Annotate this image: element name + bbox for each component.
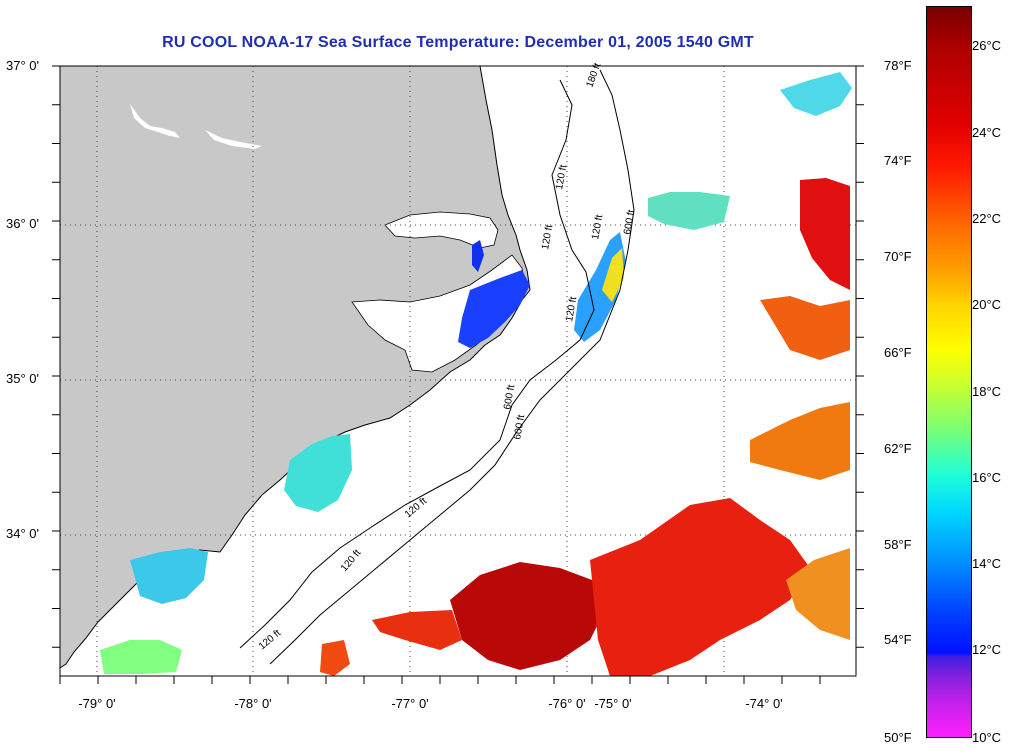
colorbar-c-18: 18°C [972, 384, 1002, 399]
map-frame [59, 65, 857, 677]
sst-patch-east-orange-2 [750, 402, 850, 480]
colorbar-f-54: 54°F [884, 632, 912, 647]
sst-patch-northeast [780, 72, 852, 116]
lon-label-76: -76° 0' [548, 696, 586, 711]
colorbar-c-26: 26°C [972, 38, 1002, 53]
sst-patch-sound-cold [458, 270, 530, 348]
contour-label: 120 ft [554, 164, 569, 191]
inland-river [130, 104, 180, 138]
contour-label: 120 ft [564, 296, 579, 323]
lon-label-77: -77° 0' [391, 696, 429, 711]
sst-patch-gulfstream-north [648, 192, 730, 230]
sst-patch-east-orange [760, 296, 850, 360]
colorbar-c-16: 16°C [972, 470, 1002, 485]
colorbar-c-12: 12°C [972, 642, 1002, 657]
sst-patch-coast-south [130, 548, 208, 604]
colorbar-c-24: 24°C [972, 125, 1002, 140]
colorbar-f-50: 50°F [884, 730, 912, 745]
inland-river-2 [205, 130, 262, 149]
colorbar-c-10: 10°C [972, 730, 1002, 745]
sst-patch-warm-band [590, 498, 810, 676]
colorbar-f-62: 62°F [884, 441, 912, 456]
colorbar-f-74: 74°F [884, 153, 912, 168]
lon-label-79: -79° 0' [78, 696, 116, 711]
sst-patch-warm-west [372, 610, 462, 650]
sst-patch-shelf-yellow [602, 248, 624, 302]
colorbar-f-66: 66°F [884, 345, 912, 360]
map-title: RU COOL NOAA-17 Sea Surface Temperature:… [162, 34, 754, 51]
contour-label: 600 ft [502, 384, 517, 411]
contour-120ft [239, 79, 595, 649]
frame-ticks [52, 65, 864, 684]
colorbar-f-70: 70°F [884, 249, 912, 264]
lat-label-36: 36° 0' [6, 216, 39, 231]
sst-patch-warm-core [450, 562, 604, 670]
contour-label: 600 ft [622, 209, 637, 236]
depth-contours [239, 69, 635, 665]
temperature-colorbar [926, 6, 972, 738]
lon-label-75: -75° 0' [594, 696, 632, 711]
colorbar-f-58: 58°F [884, 537, 912, 552]
lat-label-37: 37° 0' [6, 58, 39, 73]
sst-patch-east-red [800, 178, 850, 290]
lon-label-78: -78° 0' [234, 696, 272, 711]
lon-label-74: -74° 0' [745, 696, 783, 711]
sst-patch-south-orange [786, 548, 850, 640]
contour-label: 120 ft [590, 214, 605, 241]
colorbar-c-14: 14°C [972, 556, 1002, 571]
sst-patch-sw-warm [320, 640, 350, 676]
lat-label-35: 35° 0' [6, 371, 39, 386]
lat-label-34: 34° 0' [6, 526, 39, 541]
graticule [60, 66, 856, 676]
colorbar-f-78: 78°F [884, 58, 912, 73]
colorbar-c-22: 22°C [972, 211, 1002, 226]
sst-patch-sound-cold-2 [472, 240, 484, 272]
contour-label: 120 ft [540, 224, 555, 251]
contour-600ft [269, 69, 635, 665]
contour-label: 600 ft [512, 414, 527, 441]
sst-patch-south-green [100, 640, 182, 674]
colorbar-c-20: 20°C [972, 297, 1002, 312]
sst-data [100, 72, 852, 676]
albemarle-sound [384, 211, 499, 249]
sst-patch-coast-cyan [284, 434, 352, 512]
